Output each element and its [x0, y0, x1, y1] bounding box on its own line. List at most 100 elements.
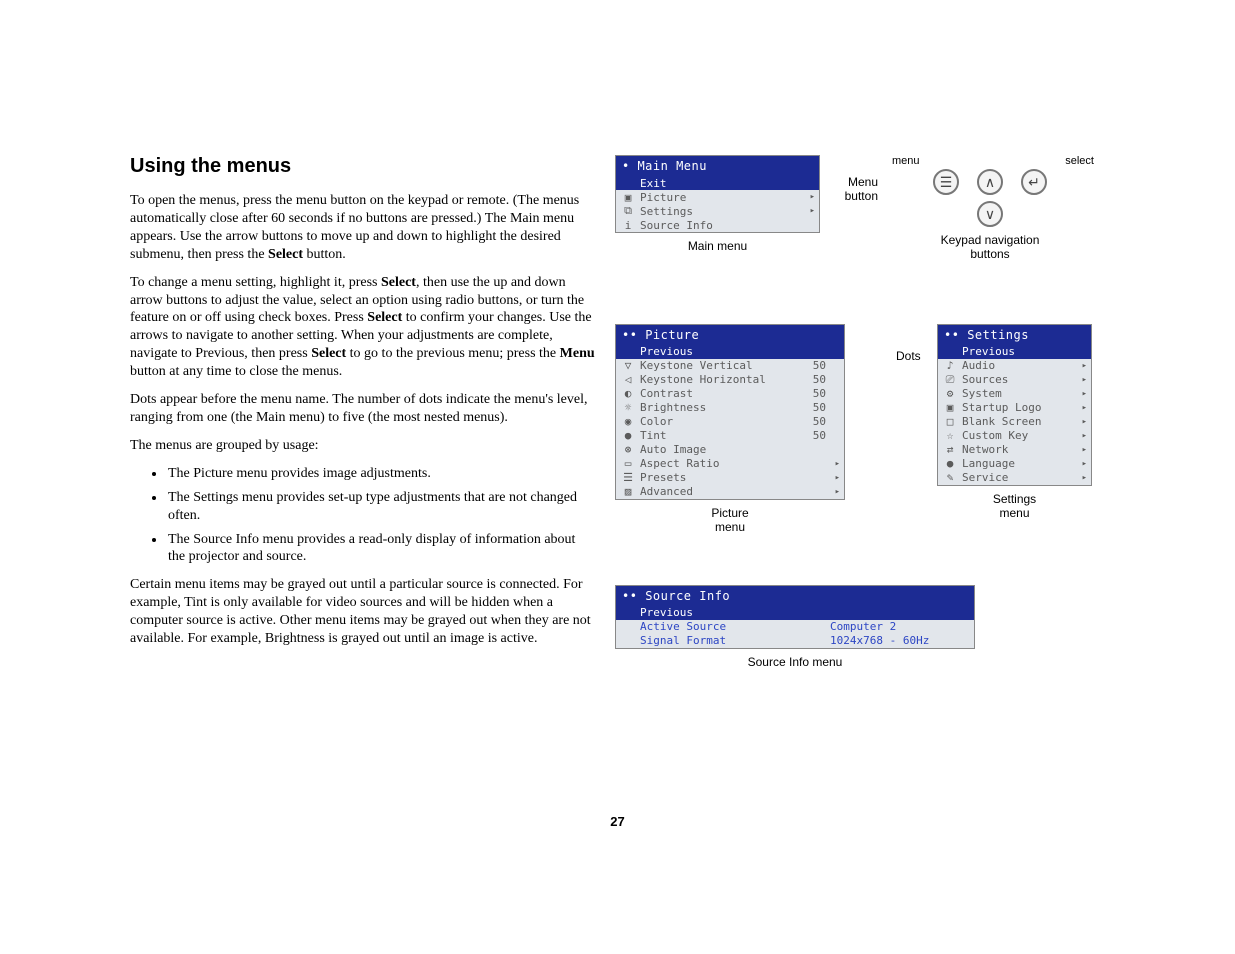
settings-menu-figure: Settings Previous♪Audio▸⎚Sources▸⚙System… [937, 324, 1092, 521]
menu-item-value: 50 [802, 359, 830, 372]
menu-item-icon: ⧉ [620, 204, 636, 218]
menu-item[interactable]: ●Language▸ [938, 457, 1091, 471]
menu-item-icon: ☆ [942, 429, 958, 442]
submenu-arrow-icon: ▸ [805, 192, 815, 202]
menu-item[interactable]: ☰Presets ▸ [616, 471, 844, 485]
menu-item[interactable]: ☼Brightness50 [616, 401, 844, 415]
menu-item[interactable]: ⧉Settings▸ [616, 204, 819, 218]
p1c: button. [303, 247, 346, 262]
source-info-row: Signal Format1024x768 - 60Hz [616, 634, 974, 648]
menu-item[interactable]: ◐Contrast50 [616, 387, 844, 401]
menu-item[interactable]: ♪Audio▸ [938, 359, 1091, 373]
menu-item-icon: ⊛ [620, 443, 636, 456]
menu-item[interactable]: Exit [616, 176, 819, 190]
submenu-arrow-icon: ▸ [1077, 375, 1087, 385]
menu-item-label: Service [958, 471, 1077, 484]
keypad-caption: Keypad navigation buttons [882, 233, 1098, 262]
menu-item-icon: ✎ [942, 471, 958, 484]
menu-item-value: 50 [802, 401, 830, 414]
menu-item-label: Keystone Horizontal [636, 373, 802, 386]
menu-item-icon: ● [942, 457, 958, 470]
keypad-figure: Menu button menu select ☰ ∧ ∨ ↵ [838, 155, 1098, 262]
menu-item-label: Exit [636, 177, 805, 190]
menu-item-label: Auto Image [636, 443, 802, 456]
menu-item-label: System [958, 387, 1077, 400]
menu-item-icon: ▽ [620, 359, 636, 372]
menu-item-label: Startup Logo [958, 401, 1077, 414]
settings-menu-title: Settings [938, 325, 1091, 345]
submenu-arrow-icon: ▸ [830, 487, 840, 497]
menu-item[interactable]: ▽Keystone Vertical50 [616, 359, 844, 373]
keypad-up-button[interactable]: ∧ [977, 169, 1003, 195]
source-info-key: Active Source [636, 620, 830, 633]
p5: Certain menu items may be grayed out unt… [130, 576, 595, 648]
menu-item-label: Contrast [636, 387, 802, 400]
submenu-arrow-icon: ▸ [1077, 361, 1087, 371]
submenu-arrow-icon: ▸ [805, 206, 815, 216]
menu-item-label: Advanced [636, 485, 802, 498]
submenu-arrow-icon: ▸ [1077, 417, 1087, 427]
menu-item[interactable]: Previous [616, 345, 844, 359]
menu-item-label: Settings [636, 205, 805, 218]
menu-item[interactable]: ▨Advanced▸ [616, 485, 844, 499]
menu-item-icon: ☼ [620, 401, 636, 414]
menu-item[interactable]: ⎚Sources▸ [938, 373, 1091, 387]
menu-item-icon: i [620, 219, 636, 232]
menu-item-label: Custom Key [958, 429, 1077, 442]
menu-item[interactable]: ✎Service▸ [938, 471, 1091, 485]
menu-item[interactable]: ▣Picture▸ [616, 190, 819, 204]
body-text: To open the menus, press the menu button… [130, 192, 595, 648]
menu-item[interactable]: ⇄Network▸ [938, 443, 1091, 457]
p2h: Menu [560, 346, 595, 361]
menu-item[interactable]: ▭Aspect Ratio▸ [616, 457, 844, 471]
menu-item-label: Blank Screen [958, 415, 1077, 428]
menu-item-label: Aspect Ratio [636, 457, 802, 470]
menu-item-icon: □ [942, 415, 958, 428]
figures-column: Main Menu Exit▣Picture▸⧉Settings▸iSource… [615, 155, 1105, 669]
main-menu: Main Menu Exit▣Picture▸⧉Settings▸iSource… [615, 155, 820, 233]
menu-item-icon: ◉ [620, 415, 636, 428]
menu-item[interactable]: ◉Color50 [616, 415, 844, 429]
menu-item-icon: ▭ [620, 457, 636, 470]
submenu-arrow-icon: ▸ [1077, 473, 1087, 483]
keypad-select-button[interactable]: ↵ [1021, 169, 1047, 195]
menu-item[interactable]: ▣Startup Logo▸ [938, 401, 1091, 415]
submenu-arrow-icon: ▸ [1077, 389, 1087, 399]
menu-item[interactable]: ⊛Auto Image [616, 443, 844, 457]
p1b: Select [268, 247, 303, 262]
main-menu-figure: Main Menu Exit▣Picture▸⧉Settings▸iSource… [615, 155, 820, 253]
p2g: to go to the previous menu; press the [346, 346, 559, 361]
menu-item-icon: ☰ [620, 471, 636, 484]
picture-menu-figure: Picture Previous▽Keystone Vertical50◁Key… [615, 324, 845, 535]
menu-item[interactable]: ◁Keystone Horizontal50 [616, 373, 844, 387]
keypad-menu-button-label: Menu button [838, 155, 882, 203]
menu-item-icon: ● [620, 429, 636, 442]
main-menu-title: Main Menu [616, 156, 819, 176]
submenu-arrow-icon: ▸ [1077, 431, 1087, 441]
menu-item-label: Previous [636, 345, 802, 358]
menu-item-icon: ⇄ [942, 443, 958, 456]
source-info-figure: Source Info Previous Active SourceComput… [615, 585, 975, 669]
p2i: button at any time to close the menus. [130, 364, 342, 379]
menu-item[interactable]: iSource Info [616, 218, 819, 232]
menu-item[interactable]: Previous [938, 345, 1091, 359]
keypad-menu-button[interactable]: ☰ [933, 169, 959, 195]
li1: The Picture menu provides image adjustme… [166, 465, 595, 483]
settings-menu-caption: Settings menu [937, 492, 1092, 521]
menu-item-label: Presets [636, 471, 802, 484]
menu-item[interactable]: □Blank Screen▸ [938, 415, 1091, 429]
source-info-previous[interactable]: Previous [616, 606, 974, 620]
menu-item-label: Tint [636, 429, 802, 442]
keypad-down-button[interactable]: ∨ [977, 201, 1003, 227]
text-column: Using the menus To open the menus, press… [130, 155, 595, 658]
menu-item-value: 50 [802, 429, 830, 442]
menu-item[interactable]: ⚙System▸ [938, 387, 1091, 401]
submenu-arrow-icon: ▸ [830, 473, 840, 483]
menu-item[interactable]: ●Tint50 [616, 429, 844, 443]
source-info-row: Active SourceComputer 2 [616, 620, 974, 634]
menu-item-label: Keystone Vertical [636, 359, 802, 372]
source-info-menu: Source Info Previous Active SourceComput… [615, 585, 975, 649]
page-number: 27 [0, 814, 1235, 829]
menu-item[interactable]: ☆Custom Key▸ [938, 429, 1091, 443]
menu-item-value: 50 [802, 373, 830, 386]
